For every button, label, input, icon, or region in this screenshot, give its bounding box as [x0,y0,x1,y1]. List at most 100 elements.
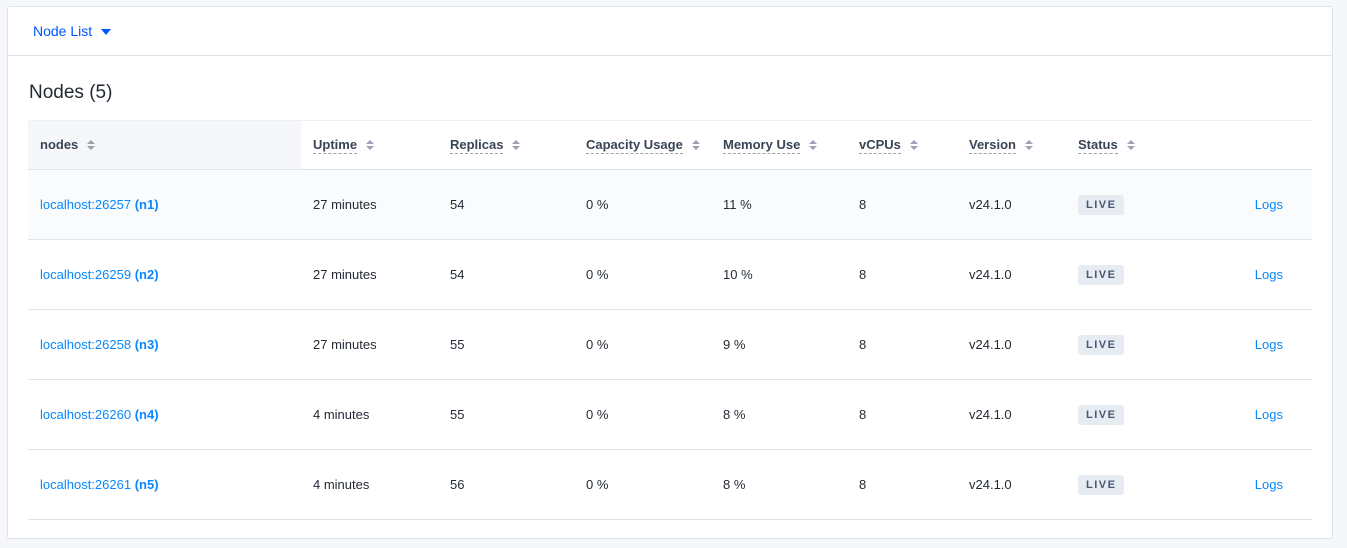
status-cell: LIVE [1066,239,1196,310]
status-cell: LIVE [1066,309,1196,380]
node-id: (n2) [134,267,159,282]
node-list-dropdown-label: Node List [33,23,93,39]
node-link[interactable]: localhost:26258 (n3) [40,337,159,352]
status-cell: LIVE [1066,379,1196,450]
capacity-usage-cell: 0 % [574,169,711,240]
status-badge: LIVE [1078,334,1125,355]
logs-cell: Logs [1196,239,1312,310]
vcpus-cell: 8 [847,379,957,450]
vcpus-cell: 8 [847,169,957,240]
uptime-cell: 4 minutes [301,449,438,520]
memory-use-cell: 9 % [711,309,847,380]
version-cell: v24.1.0 [957,169,1066,240]
replicas-cell: 54 [438,169,574,240]
caret-down-icon [101,29,112,35]
status-cell: LIVE [1066,169,1196,240]
column-header-replicas[interactable]: Replicas [438,120,574,170]
uptime-cell: 4 minutes [301,379,438,450]
capacity-usage-cell: 0 % [574,239,711,310]
column-header-nodes[interactable]: nodes [28,120,301,170]
nodes-panel: Node List Nodes (5) nodes [7,6,1333,539]
node-address: localhost:26257 [40,197,132,212]
node-list-dropdown[interactable]: Node List [33,23,112,39]
uptime-cell: 27 minutes [301,169,438,240]
logs-link[interactable]: Logs [1254,197,1283,212]
sort-icon [1024,140,1033,150]
table-header-row: nodes Uptime Replicas Capacity Usage Mem… [28,120,1312,170]
sort-icon [512,140,521,150]
node-id: (n4) [134,407,159,422]
status-badge: LIVE [1078,474,1125,495]
version-cell: v24.1.0 [957,379,1066,450]
memory-use-cell: 10 % [711,239,847,310]
status-badge: LIVE [1078,264,1125,285]
capacity-usage-cell: 0 % [574,449,711,520]
column-label: Version [969,136,1016,154]
logs-link[interactable]: Logs [1254,337,1283,352]
column-label: vCPUs [859,136,901,154]
sort-icon [691,140,700,150]
sort-icon [909,140,918,150]
logs-cell: Logs [1196,379,1312,450]
column-label: Memory Use [723,136,801,154]
column-header-capacity-usage[interactable]: Capacity Usage [574,120,711,170]
logs-cell: Logs [1196,449,1312,520]
sort-icon [1126,140,1135,150]
logs-link[interactable]: Logs [1254,267,1283,282]
version-cell: v24.1.0 [957,239,1066,310]
table-row: localhost:26261 (n5) 4 minutes 56 0 % 8 … [28,449,1312,520]
sort-icon [809,140,818,150]
node-link[interactable]: localhost:26259 (n2) [40,267,159,282]
version-cell: v24.1.0 [957,449,1066,520]
replicas-cell: 55 [438,379,574,450]
vcpus-cell: 8 [847,309,957,380]
column-header-status[interactable]: Status [1066,120,1196,170]
sort-icon [87,140,96,150]
memory-use-cell: 8 % [711,449,847,520]
table-row: localhost:26257 (n1) 27 minutes 54 0 % 1… [28,169,1312,240]
status-badge: LIVE [1078,404,1125,425]
node-cell: localhost:26257 (n1) [28,169,301,240]
node-link[interactable]: localhost:26261 (n5) [40,477,159,492]
nodes-table: nodes Uptime Replicas Capacity Usage Mem… [28,120,1312,520]
node-address: localhost:26261 [40,477,132,492]
column-label: Status [1078,136,1118,154]
version-cell: v24.1.0 [957,309,1066,380]
column-label: nodes [40,137,79,152]
node-id: (n3) [134,337,159,352]
table-body: localhost:26257 (n1) 27 minutes 54 0 % 1… [28,169,1312,520]
node-id: (n1) [134,197,159,212]
status-cell: LIVE [1066,449,1196,520]
node-address: localhost:26259 [40,267,132,282]
status-badge: LIVE [1078,194,1125,215]
column-label: Capacity Usage [586,136,683,154]
column-header-uptime[interactable]: Uptime [301,120,438,170]
memory-use-cell: 11 % [711,169,847,240]
logs-cell: Logs [1196,169,1312,240]
table-row: localhost:26259 (n2) 27 minutes 54 0 % 1… [28,239,1312,310]
column-label: Uptime [313,136,358,154]
table-row: localhost:26260 (n4) 4 minutes 55 0 % 8 … [28,379,1312,450]
memory-use-cell: 8 % [711,379,847,450]
uptime-cell: 27 minutes [301,239,438,310]
page-title: Nodes (5) [29,82,113,103]
column-label: Replicas [450,136,504,154]
column-header-vcpus[interactable]: vCPUs [847,120,957,170]
logs-link[interactable]: Logs [1254,477,1283,492]
column-header-version[interactable]: Version [957,120,1066,170]
toolbar: Node List [8,7,1332,56]
node-cell: localhost:26258 (n3) [28,309,301,380]
vcpus-cell: 8 [847,449,957,520]
column-header-actions [1196,120,1312,170]
node-address: localhost:26258 [40,337,132,352]
replicas-cell: 56 [438,449,574,520]
column-header-memory-use[interactable]: Memory Use [711,120,847,170]
capacity-usage-cell: 0 % [574,309,711,380]
vcpus-cell: 8 [847,239,957,310]
capacity-usage-cell: 0 % [574,379,711,450]
table-row: localhost:26258 (n3) 27 minutes 55 0 % 9… [28,309,1312,380]
node-link[interactable]: localhost:26257 (n1) [40,197,159,212]
node-cell: localhost:26260 (n4) [28,379,301,450]
logs-link[interactable]: Logs [1254,407,1283,422]
node-link[interactable]: localhost:26260 (n4) [40,407,159,422]
